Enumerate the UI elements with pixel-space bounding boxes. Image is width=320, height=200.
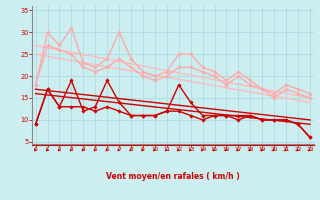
X-axis label: Vent moyen/en rafales ( km/h ): Vent moyen/en rafales ( km/h ) — [106, 172, 240, 181]
